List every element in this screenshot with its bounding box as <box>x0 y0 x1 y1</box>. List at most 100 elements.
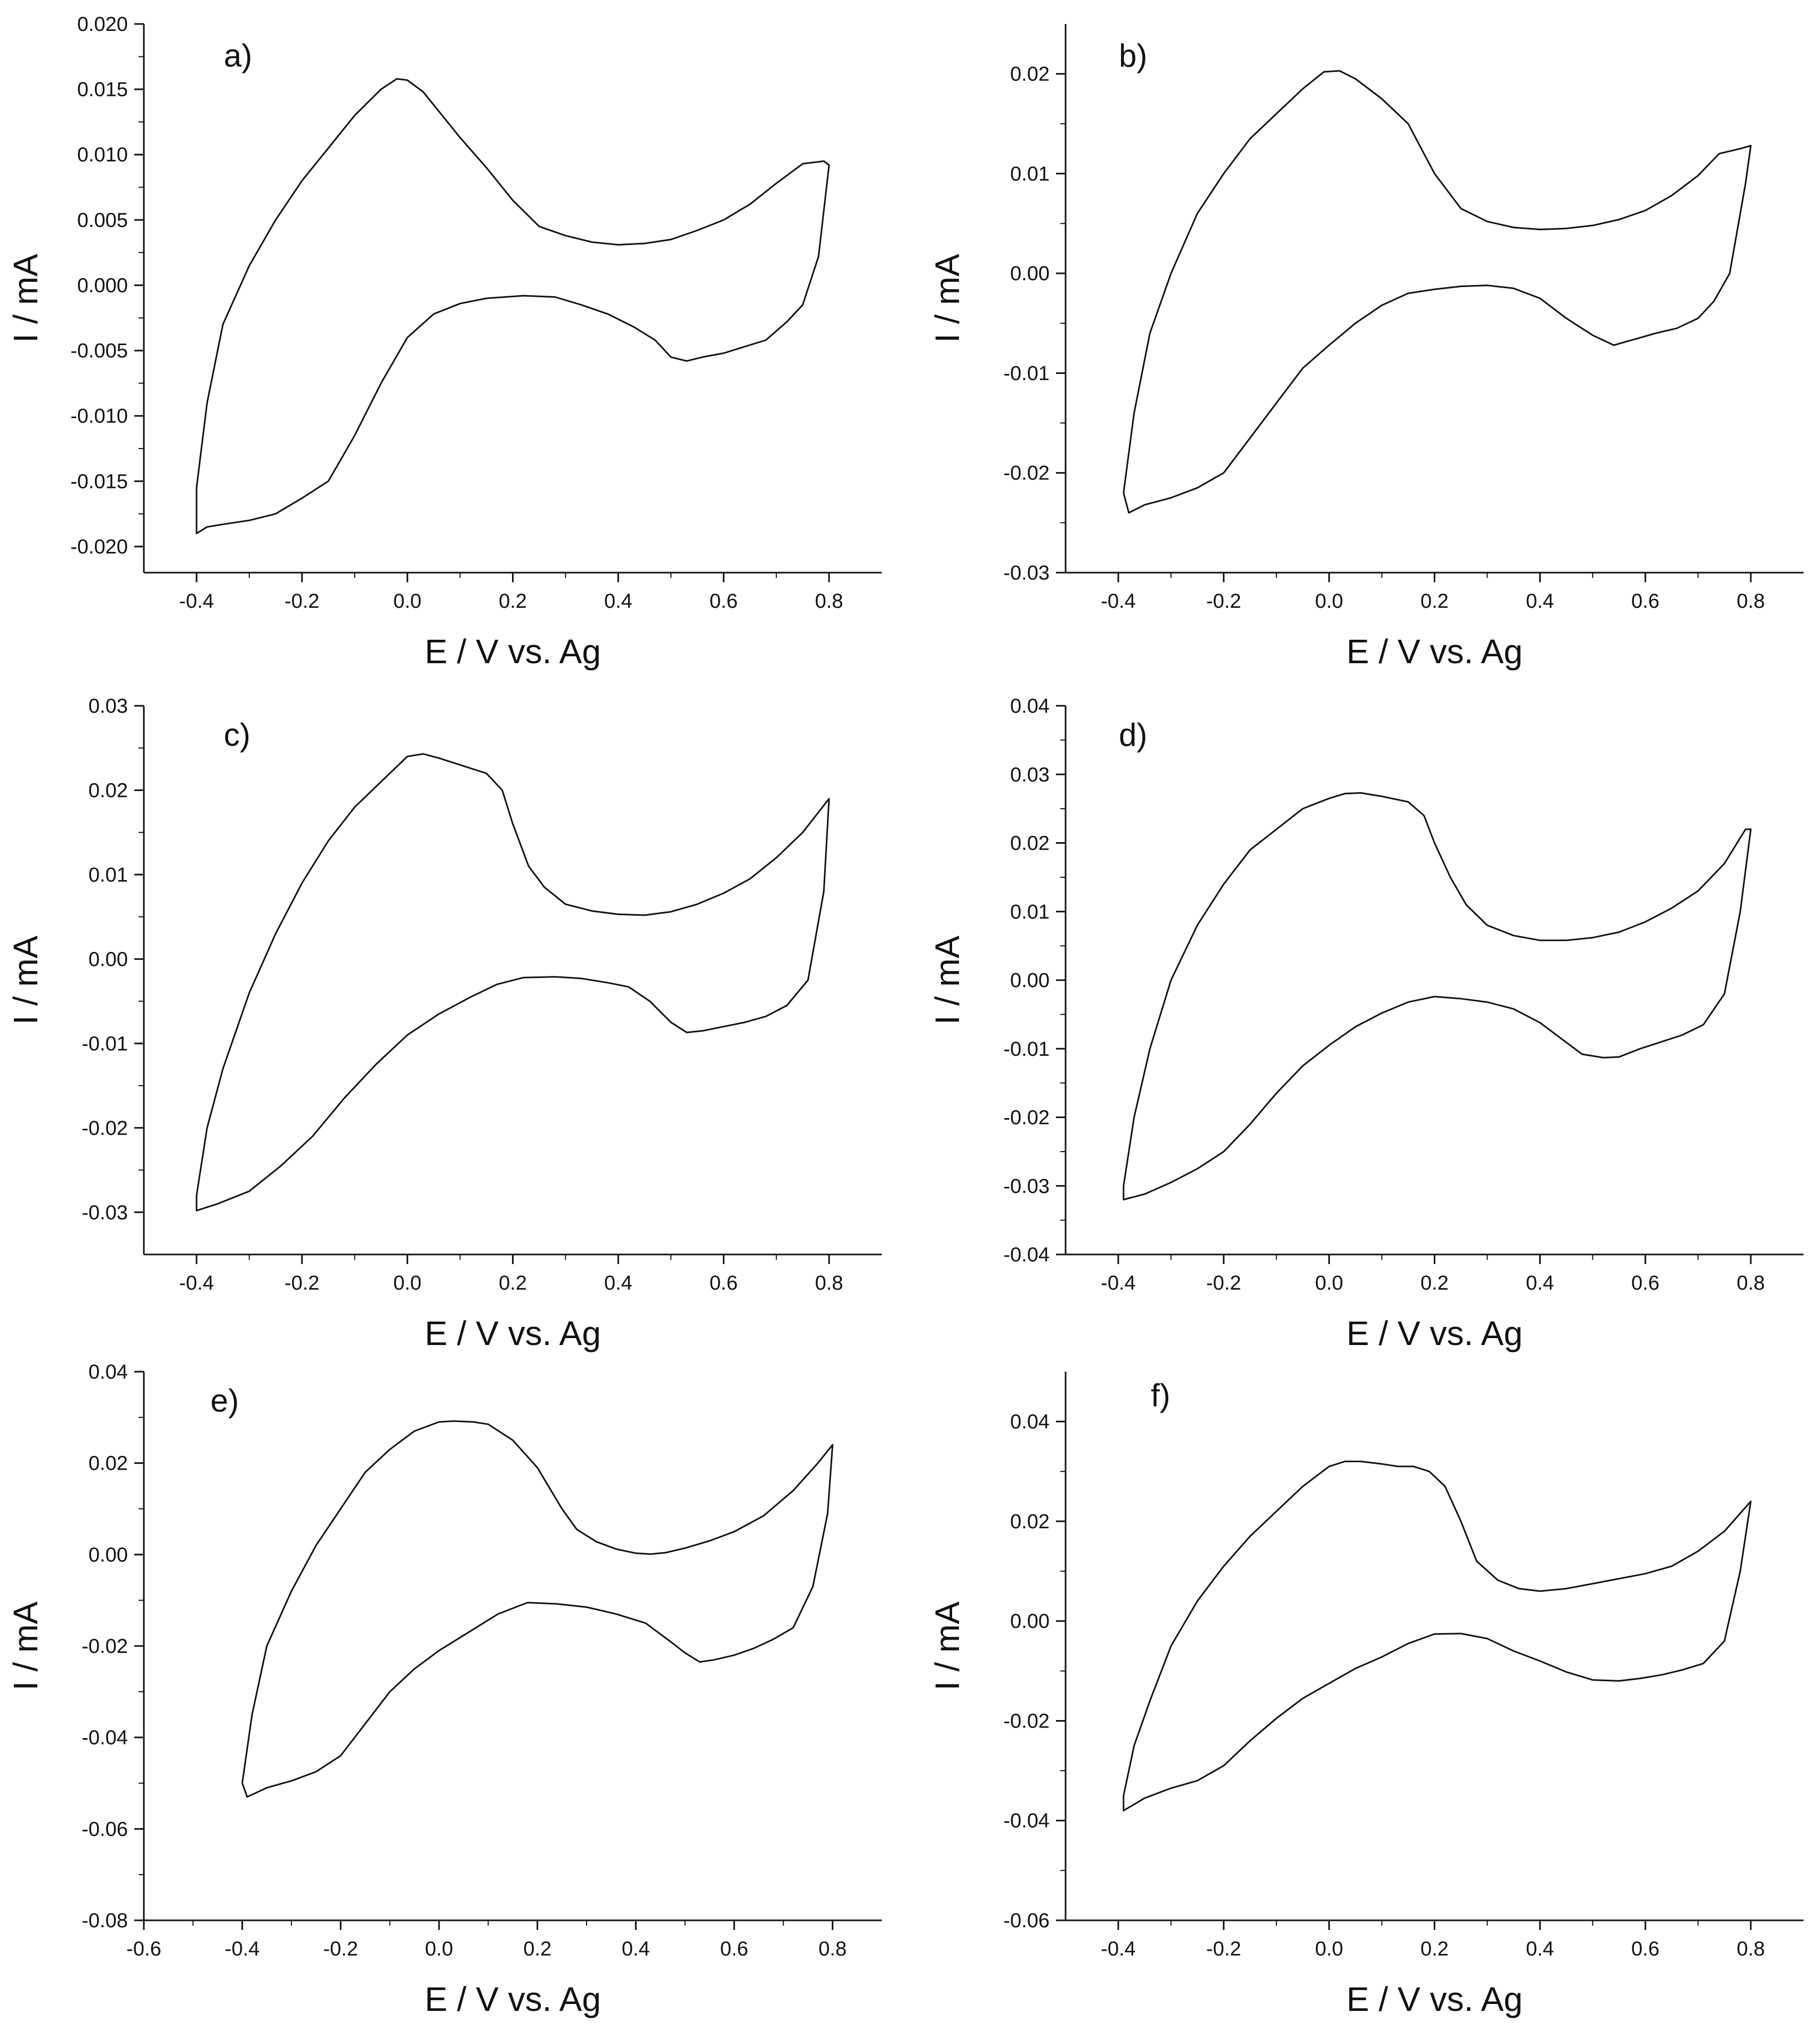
x-tick-label: 0.0 <box>393 1272 421 1294</box>
cv-curve <box>196 78 830 534</box>
panel-d: -0.4 -0.2 0.0 0.2 0.4 0.6 0.8 0.04 0.03 0.02 0.01 0… <box>928 695 1803 1352</box>
y-tick-label: 0.01 <box>1010 163 1050 185</box>
x-tick-label: 0.8 <box>818 1938 847 1960</box>
y-tick-label: -0.03 <box>1003 562 1050 584</box>
x-tick-label: 0.6 <box>710 1272 738 1294</box>
y-tick-label: 0.02 <box>1010 63 1050 86</box>
panel-b: -0.4 -0.2 0.0 0.2 0.4 0.6 0.8 0.02 0.01 0.00 -0.01… <box>928 24 1803 671</box>
x-tick-label: 0.4 <box>604 1272 632 1294</box>
x-tick-label: -0.2 <box>323 1938 358 1960</box>
y-tick-label: -0.08 <box>82 1910 128 1932</box>
y-tick-label: 0.010 <box>77 144 128 166</box>
y-axis-title: I / mA <box>6 1601 45 1690</box>
x-tick-label: -0.4 <box>1101 590 1135 613</box>
x-tick-label: 0.4 <box>622 1938 650 1960</box>
x-tick-label: -0.2 <box>1206 1938 1241 1960</box>
x-tick-label: 0.2 <box>1420 1938 1449 1960</box>
x-tick-label: 0.2 <box>499 590 527 613</box>
y-tick-label: -0.03 <box>82 1202 128 1224</box>
x-tick-label: -0.2 <box>285 590 319 613</box>
y-tick-label: 0.03 <box>1010 764 1050 786</box>
y-tick-label: -0.01 <box>82 1033 128 1055</box>
y-tick-label: 0.02 <box>88 779 128 802</box>
y-tick-label: -0.06 <box>1003 1910 1050 1932</box>
panel-label: c) <box>224 717 250 753</box>
y-tick-label: -0.04 <box>1003 1244 1050 1266</box>
x-axis-title: E / V vs. Ag <box>425 632 601 671</box>
y-tick-label: -0.04 <box>82 1727 128 1749</box>
x-tick-label: 0.6 <box>1631 1272 1660 1294</box>
y-tick-label: 0.005 <box>77 209 128 232</box>
x-tick-label: 0.0 <box>425 1938 453 1960</box>
cv-curve <box>196 753 830 1212</box>
y-axis-title: I / mA <box>928 1601 966 1690</box>
y-tick-label: 0.04 <box>88 1361 128 1383</box>
y-tick-label: 0.04 <box>1010 695 1050 718</box>
x-tick-label: -0.4 <box>1101 1272 1135 1294</box>
y-tick-label: -0.04 <box>1003 1810 1050 1832</box>
x-tick-label: 0.0 <box>393 590 421 613</box>
y-tick-label: 0.015 <box>77 79 128 101</box>
y-tick-label: 0.01 <box>88 864 128 886</box>
y-axis-title: I / mA <box>6 254 45 343</box>
cv-curve <box>241 1420 834 1798</box>
x-axis-title: E / V vs. Ag <box>425 1980 601 2018</box>
y-axis-title: I / mA <box>928 254 966 343</box>
y-tick-label: 0.00 <box>1010 263 1050 285</box>
x-tick-label: 0.8 <box>815 1272 843 1294</box>
panel-e: -0.6 -0.4 -0.2 0.0 0.2 0.4 0.6 0.8 0.04 0.02 0.00 -… <box>6 1361 882 2018</box>
cv-curve <box>1123 792 1752 1201</box>
y-tick-label: 0.03 <box>88 695 128 718</box>
y-tick-label: -0.02 <box>82 1117 128 1139</box>
x-tick-label: 0.8 <box>1737 590 1765 613</box>
cv-curve <box>1123 1461 1752 1812</box>
cv-curve <box>1123 70 1752 514</box>
x-tick-label: 0.0 <box>1315 1272 1343 1294</box>
x-tick-label: 0.6 <box>720 1938 749 1960</box>
panel-label: d) <box>1119 717 1147 753</box>
x-tick-label: -0.4 <box>225 1938 259 1960</box>
x-axis-title: E / V vs. Ag <box>1346 632 1523 671</box>
y-tick-label: 0.02 <box>88 1453 128 1475</box>
y-tick-label: -0.010 <box>70 405 128 428</box>
y-tick-label: -0.02 <box>82 1635 128 1658</box>
x-tick-label: -0.2 <box>1206 1272 1241 1294</box>
x-tick-label: 0.8 <box>1737 1272 1765 1294</box>
y-tick-label: 0.04 <box>1010 1411 1050 1433</box>
x-tick-label: 0.6 <box>1631 1938 1660 1960</box>
x-tick-label: -0.2 <box>285 1272 319 1294</box>
y-tick-label: 0.00 <box>1010 1610 1050 1633</box>
y-axis-title: I / mA <box>928 935 966 1024</box>
panel-a: -0.4 -0.2 0.0 0.2 0.4 0.6 0.8 0.020 0.015 0.010 0.… <box>6 13 882 671</box>
panel-f: -0.4 -0.2 0.0 0.2 0.4 0.6 0.8 0.04 0.02 0.00 -0.02… <box>928 1372 1803 2018</box>
y-tick-label: -0.03 <box>1003 1175 1050 1197</box>
x-tick-label: 0.8 <box>815 590 843 613</box>
x-tick-label: 0.2 <box>1420 1272 1449 1294</box>
y-tick-label: 0.000 <box>77 274 128 297</box>
y-tick-label: 0.00 <box>88 1544 128 1566</box>
y-tick-label: 0.00 <box>1010 969 1050 992</box>
x-tick-label: 0.4 <box>604 590 632 613</box>
x-tick-label: 0.6 <box>1631 590 1660 613</box>
x-tick-label: -0.4 <box>179 590 214 613</box>
y-tick-label: 0.02 <box>1010 1511 1050 1533</box>
y-tick-label: -0.005 <box>70 340 128 362</box>
x-tick-label: 0.6 <box>710 590 738 613</box>
x-tick-label: 0.4 <box>1526 1272 1554 1294</box>
x-tick-label: 0.8 <box>1737 1938 1765 1960</box>
x-axis-title: E / V vs. Ag <box>1346 1314 1523 1352</box>
y-tick-label: -0.020 <box>70 536 128 558</box>
y-tick-label: -0.01 <box>1003 1038 1050 1061</box>
x-tick-label: -0.2 <box>1206 590 1241 613</box>
y-tick-label: -0.015 <box>70 470 128 493</box>
y-tick-label: -0.02 <box>1003 1710 1050 1732</box>
x-tick-label: 0.0 <box>1315 590 1343 613</box>
y-tick-label: 0.020 <box>77 13 128 36</box>
y-axis-title: I / mA <box>6 935 45 1024</box>
y-tick-label: -0.02 <box>1003 1107 1050 1129</box>
panel-label: e) <box>210 1383 239 1419</box>
x-tick-label: 0.2 <box>1420 590 1449 613</box>
x-tick-label: -0.6 <box>126 1938 161 1960</box>
y-tick-label: 0.02 <box>1010 833 1050 855</box>
